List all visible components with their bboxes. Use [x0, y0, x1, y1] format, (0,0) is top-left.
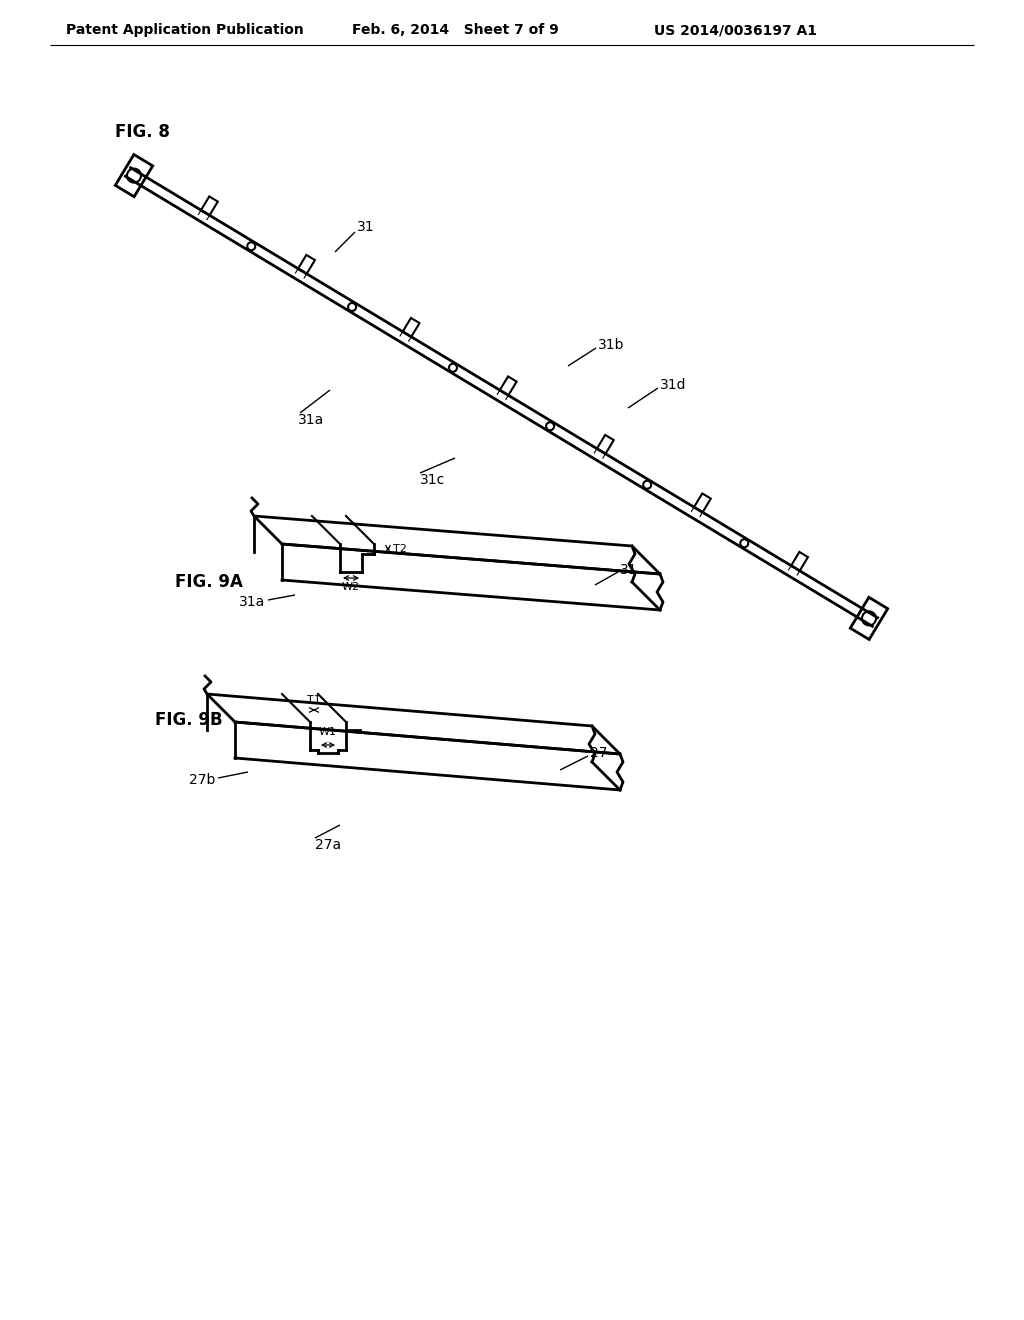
- Text: T2: T2: [393, 544, 407, 554]
- Text: 27: 27: [590, 746, 607, 760]
- Text: FIG. 9B: FIG. 9B: [155, 711, 222, 729]
- Text: W2: W2: [342, 582, 360, 591]
- Text: 31d: 31d: [660, 378, 686, 392]
- Text: T1: T1: [307, 696, 321, 705]
- Text: 31a: 31a: [298, 413, 325, 426]
- Text: US 2014/0036197 A1: US 2014/0036197 A1: [653, 22, 816, 37]
- Text: 31: 31: [357, 220, 375, 234]
- Text: 31b: 31b: [598, 338, 625, 352]
- Text: 31: 31: [620, 564, 638, 577]
- Text: FIG. 9A: FIG. 9A: [175, 573, 243, 591]
- Text: 31c: 31c: [420, 473, 445, 487]
- Text: Feb. 6, 2014   Sheet 7 of 9: Feb. 6, 2014 Sheet 7 of 9: [351, 22, 558, 37]
- Text: Patent Application Publication: Patent Application Publication: [67, 22, 304, 37]
- Text: FIG. 8: FIG. 8: [115, 123, 170, 141]
- Text: 27a: 27a: [315, 838, 341, 851]
- Text: W1: W1: [319, 727, 337, 737]
- Text: 31a: 31a: [239, 595, 265, 609]
- Text: 27b: 27b: [188, 774, 215, 787]
